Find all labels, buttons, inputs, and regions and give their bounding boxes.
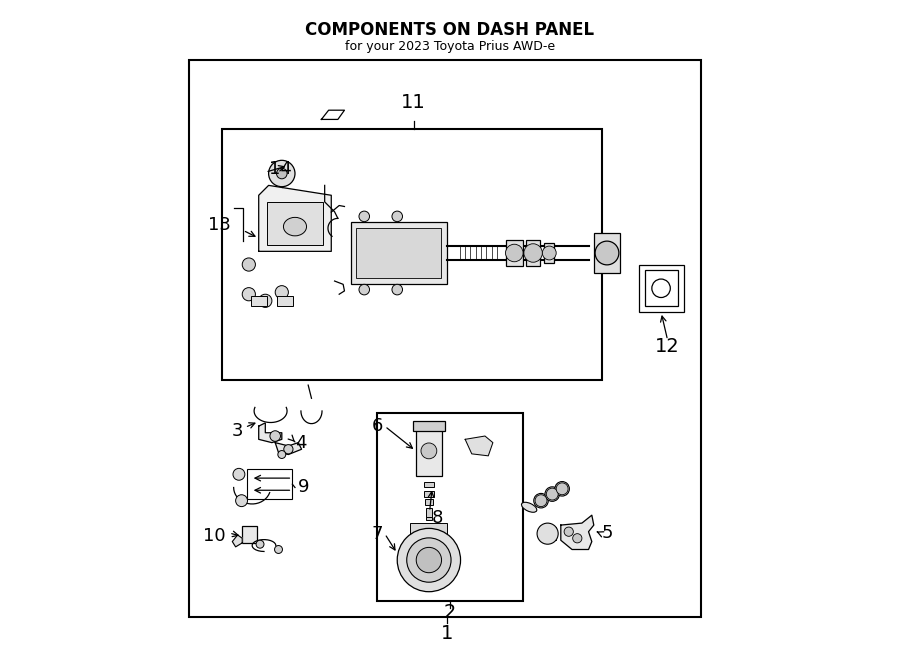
Circle shape: [537, 523, 558, 544]
Bar: [266, 202, 323, 245]
Text: 11: 11: [401, 93, 426, 112]
Circle shape: [546, 488, 558, 500]
Ellipse shape: [555, 482, 570, 496]
Bar: [506, 241, 523, 266]
Text: 1: 1: [440, 625, 453, 643]
Circle shape: [233, 469, 245, 481]
Circle shape: [543, 246, 556, 260]
Circle shape: [359, 284, 370, 295]
Text: 6: 6: [372, 417, 382, 435]
Circle shape: [506, 244, 523, 262]
Bar: [526, 240, 540, 266]
Circle shape: [572, 533, 582, 543]
Bar: [190, 60, 701, 617]
Bar: [644, 270, 678, 306]
Circle shape: [284, 445, 293, 454]
Circle shape: [392, 211, 402, 221]
Text: 5: 5: [602, 524, 613, 542]
Bar: [242, 526, 256, 543]
Ellipse shape: [545, 487, 560, 501]
Circle shape: [652, 279, 670, 297]
Bar: [427, 516, 431, 520]
Bar: [277, 295, 293, 306]
Text: COMPONENTS ON DASH PANEL: COMPONENTS ON DASH PANEL: [305, 21, 595, 39]
Bar: [594, 233, 620, 273]
Circle shape: [421, 443, 436, 459]
Bar: [351, 221, 446, 284]
Circle shape: [407, 538, 451, 582]
Circle shape: [276, 169, 287, 178]
Circle shape: [524, 244, 543, 262]
Bar: [424, 490, 434, 497]
Circle shape: [564, 527, 573, 536]
Text: 14: 14: [268, 160, 292, 178]
Ellipse shape: [534, 493, 548, 508]
Circle shape: [256, 540, 264, 548]
Ellipse shape: [521, 502, 536, 512]
Bar: [540, 527, 555, 540]
Polygon shape: [232, 535, 242, 547]
Text: 3: 3: [231, 422, 243, 440]
Circle shape: [397, 528, 461, 592]
Circle shape: [392, 284, 402, 295]
Bar: [377, 413, 523, 601]
Bar: [416, 426, 442, 476]
Polygon shape: [275, 443, 302, 455]
Circle shape: [536, 494, 547, 506]
Text: 7: 7: [371, 525, 382, 543]
Bar: [410, 523, 447, 543]
Circle shape: [556, 483, 568, 494]
Circle shape: [268, 161, 295, 186]
Polygon shape: [465, 436, 493, 456]
Bar: [424, 483, 434, 487]
Bar: [425, 525, 433, 528]
Circle shape: [258, 294, 272, 307]
Bar: [425, 499, 433, 504]
Text: 4: 4: [295, 434, 307, 451]
Ellipse shape: [284, 217, 307, 236]
Bar: [248, 469, 292, 499]
Polygon shape: [258, 185, 331, 251]
Circle shape: [275, 286, 288, 299]
Text: 13: 13: [208, 216, 231, 234]
Bar: [426, 508, 432, 517]
Circle shape: [242, 258, 256, 271]
Text: 12: 12: [655, 338, 680, 356]
Circle shape: [236, 494, 248, 506]
Polygon shape: [258, 423, 282, 443]
Text: 8: 8: [431, 510, 443, 527]
Bar: [544, 243, 554, 263]
Bar: [222, 130, 602, 380]
Bar: [251, 295, 266, 306]
Circle shape: [416, 547, 442, 572]
Text: 10: 10: [203, 527, 226, 545]
Polygon shape: [561, 515, 594, 549]
Text: for your 2023 Toyota Prius AWD-e: for your 2023 Toyota Prius AWD-e: [345, 40, 555, 53]
Circle shape: [274, 545, 283, 553]
Bar: [413, 421, 445, 432]
Circle shape: [595, 241, 619, 265]
Bar: [639, 264, 683, 312]
Text: 9: 9: [298, 479, 310, 496]
Circle shape: [359, 211, 370, 221]
Circle shape: [278, 451, 286, 459]
Bar: [356, 228, 441, 278]
Circle shape: [242, 288, 256, 301]
Text: 2: 2: [444, 603, 456, 622]
Circle shape: [270, 431, 281, 442]
